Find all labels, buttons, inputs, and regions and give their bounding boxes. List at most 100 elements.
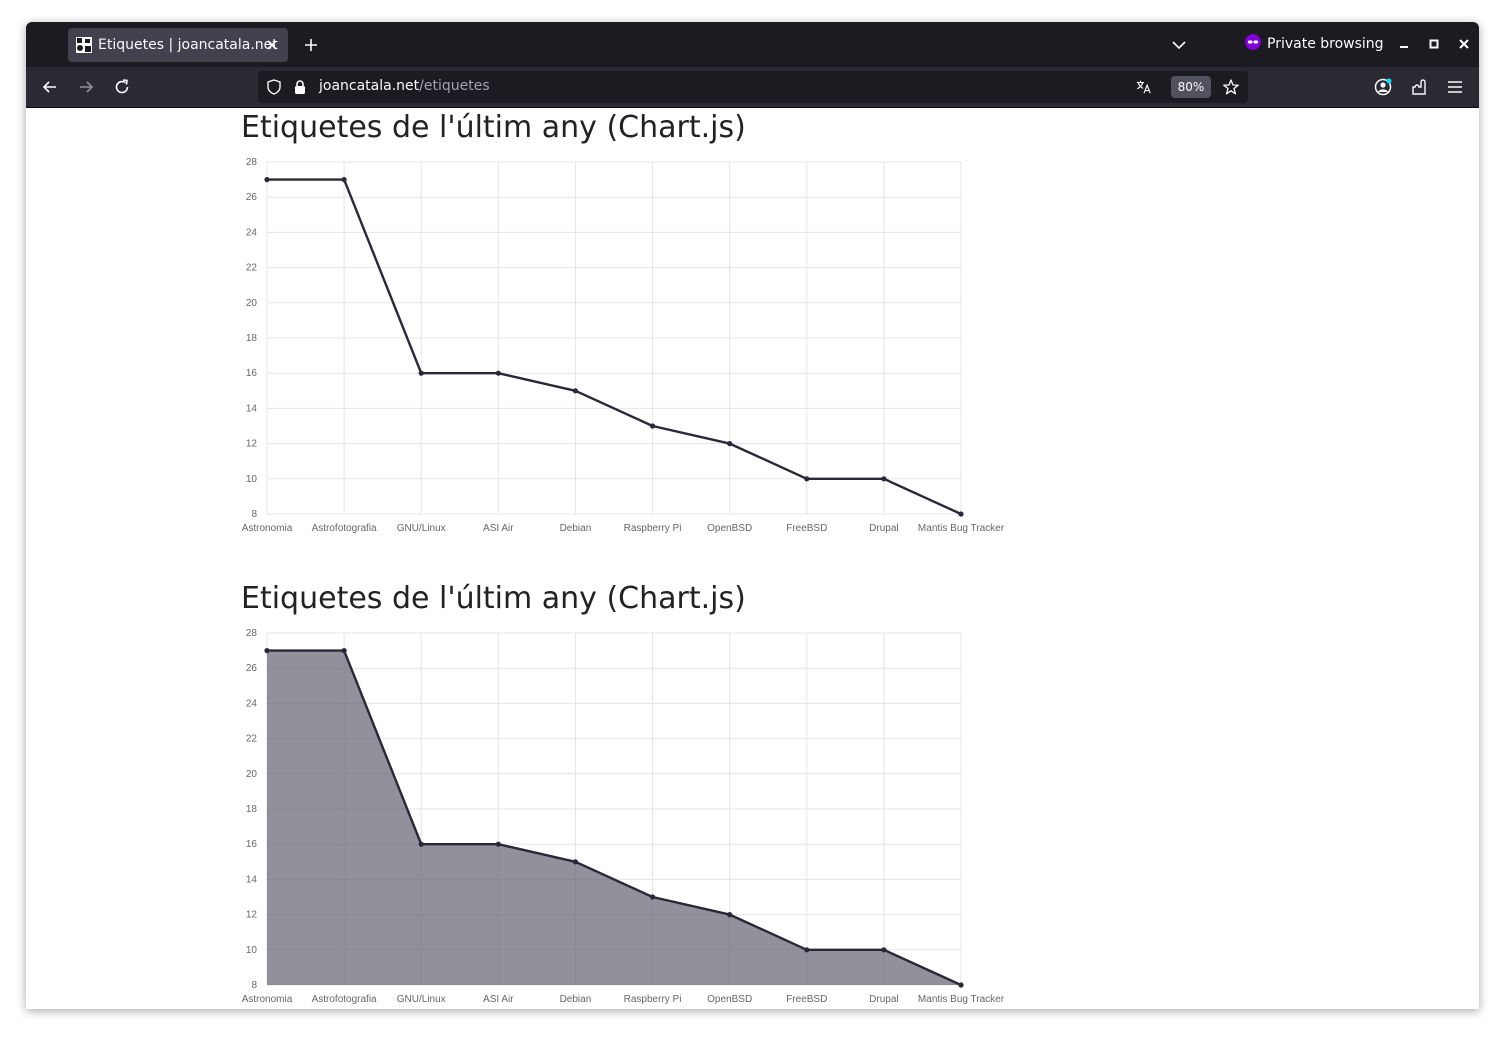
y-tick-label: 18 — [246, 333, 258, 344]
y-tick-label: 14 — [246, 874, 258, 885]
x-tick-label: Raspberry Pi — [624, 994, 682, 1005]
url-host: joancatala.net — [319, 78, 420, 94]
translate-icon[interactable] — [1136, 79, 1152, 95]
x-tick-label: Astronomia — [242, 994, 293, 1005]
data-point — [495, 841, 501, 847]
data-point — [418, 370, 424, 376]
x-tick-label: Drupal — [869, 523, 898, 534]
data-point — [804, 476, 810, 482]
x-tick-label: GNU/Linux — [397, 523, 446, 534]
chart-title-2: Etiquetes de l'últim any (Chart.js) — [241, 581, 746, 616]
browser-window: Etiquetes | joancatala.net Private brows… — [26, 22, 1479, 1009]
x-tick-label: OpenBSD — [707, 523, 752, 534]
url-text[interactable]: joancatala.net/etiquetes — [319, 78, 490, 94]
data-point — [804, 947, 810, 953]
series-area-fill — [267, 650, 961, 985]
area-chart: 8 10 12 14 16 18 20 22 24 26 28 Astronomia Astrofoto… — [242, 628, 1005, 1005]
y-tick-label: 8 — [251, 980, 257, 991]
y-tick-label: 14 — [246, 403, 258, 414]
series-line — [267, 649, 962, 987]
chevron-down-icon[interactable] — [1169, 35, 1189, 55]
data-point — [572, 859, 579, 865]
y-tick-label: 24 — [246, 698, 258, 709]
url-path: /etiquetes — [419, 78, 490, 94]
y-tick-label: 28 — [246, 628, 258, 639]
page-content: Etiquetes de l'últim any (Chart.js) 8 10 1… — [26, 108, 1479, 1009]
close-window-icon[interactable] — [1454, 34, 1474, 54]
data-point — [958, 511, 964, 517]
y-tick-label: 28 — [246, 157, 258, 168]
data-point — [649, 423, 656, 429]
chart-title-1: Etiquetes de l'últim any (Chart.js) — [241, 110, 746, 145]
y-tick-label: 22 — [246, 734, 258, 745]
y-tick-label: 26 — [246, 663, 258, 674]
forward-arrow-icon[interactable] — [74, 75, 98, 99]
y-tick-label: 20 — [246, 298, 258, 309]
x-tick-label: OpenBSD — [707, 994, 752, 1005]
data-point — [341, 177, 347, 183]
data-point — [418, 841, 424, 847]
x-tick-label: Astrofotografia — [312, 523, 377, 534]
series-line — [267, 178, 962, 516]
tab-etiquetes[interactable]: Etiquetes | joancatala.net — [68, 28, 288, 62]
private-mask-icon — [1245, 34, 1261, 54]
x-tick-label: Raspberry Pi — [624, 523, 682, 534]
x-tick-label: Astronomia — [242, 523, 293, 534]
navigation-toolbar: joancatala.net/etiquetes 80% — [26, 67, 1479, 108]
private-browsing-label: Private browsing — [1267, 36, 1384, 52]
x-tick-label: Debian — [560, 523, 592, 534]
y-tick-label: 10 — [246, 945, 258, 956]
y-tick-label: 24 — [246, 227, 258, 238]
y-tick-label: 16 — [246, 368, 258, 379]
tab-title: Etiquetes | joancatala.net — [98, 37, 278, 53]
x-tick-label: Mantis Bug Tracker — [918, 994, 1005, 1005]
y-tick-label: 26 — [246, 192, 258, 203]
tab-bar: Etiquetes | joancatala.net Private brows… — [26, 22, 1479, 67]
new-tab-icon[interactable] — [300, 34, 322, 56]
data-point — [881, 476, 887, 482]
data-point — [727, 912, 733, 918]
close-tab-icon[interactable] — [262, 35, 282, 55]
site-favicon-icon — [76, 37, 92, 53]
x-tick-label: FreeBSD — [786, 523, 827, 534]
y-tick-label: 10 — [246, 474, 258, 485]
account-icon[interactable] — [1371, 75, 1395, 99]
hamburger-menu-icon[interactable] — [1443, 75, 1467, 99]
zoom-indicator[interactable]: 80% — [1171, 76, 1211, 98]
minimize-icon[interactable] — [1394, 34, 1414, 54]
data-point — [264, 177, 270, 183]
y-tick-label: 22 — [246, 263, 258, 274]
y-tick-label: 12 — [246, 439, 258, 450]
back-arrow-icon[interactable] — [38, 75, 62, 99]
x-tick-label: ASI Air — [483, 523, 514, 534]
data-point — [264, 648, 270, 654]
x-tick-label: Astrofotografia — [312, 994, 377, 1005]
data-point — [958, 982, 964, 988]
extensions-icon[interactable] — [1407, 75, 1431, 99]
tracking-shield-icon[interactable] — [266, 79, 282, 95]
x-tick-label: ASI Air — [483, 994, 514, 1005]
data-point — [572, 388, 579, 394]
y-tick-label: 8 — [251, 509, 257, 520]
url-bar[interactable]: joancatala.net/etiquetes 80% — [258, 71, 1248, 103]
reload-icon[interactable] — [110, 75, 134, 99]
data-point — [495, 370, 501, 376]
x-tick-label: FreeBSD — [786, 994, 827, 1005]
x-tick-label: GNU/Linux — [397, 994, 446, 1005]
data-point — [881, 947, 887, 953]
data-point — [341, 648, 347, 654]
y-tick-label: 12 — [246, 910, 258, 921]
y-tick-label: 20 — [246, 769, 258, 780]
line-chart: 8 10 12 14 16 18 20 22 24 26 28 Astronomia Astrofoto… — [242, 157, 1005, 534]
bookmark-star-icon[interactable] — [1223, 79, 1239, 95]
private-browsing-indicator: Private browsing — [1245, 33, 1384, 55]
data-point — [649, 894, 656, 900]
x-tick-label: Drupal — [869, 994, 898, 1005]
x-tick-label: Mantis Bug Tracker — [918, 523, 1005, 534]
y-tick-label: 18 — [246, 804, 258, 815]
maximize-icon[interactable] — [1424, 34, 1444, 54]
lock-icon[interactable] — [292, 79, 308, 95]
x-tick-label: Debian — [560, 994, 592, 1005]
data-point — [727, 441, 733, 447]
y-tick-label: 16 — [246, 839, 258, 850]
